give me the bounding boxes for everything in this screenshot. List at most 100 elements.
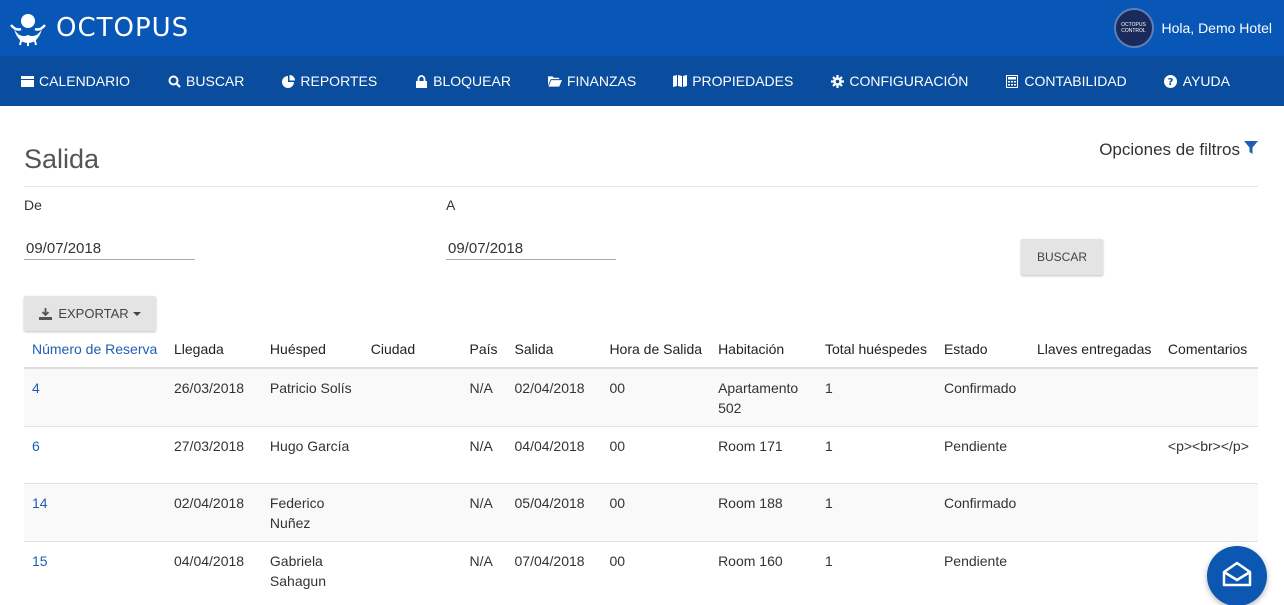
- cell-llegada: 02/04/2018: [165, 483, 262, 542]
- nav-item-calendario[interactable]: CALENDARIO: [20, 73, 130, 89]
- cell-total: 1: [816, 426, 936, 484]
- column-header-total: Total huéspedes: [816, 331, 936, 369]
- cell-huesped: Patricio Solís: [261, 367, 363, 427]
- nav-label: CONFIGURACIÓN: [849, 73, 969, 89]
- lock-icon: [414, 74, 428, 88]
- nav-item-propiedades[interactable]: PROPIEDADES: [673, 73, 793, 89]
- search-button[interactable]: BUSCAR: [1021, 239, 1103, 275]
- cell-habitacion: Room 171: [710, 426, 817, 484]
- from-date-input[interactable]: [24, 238, 195, 260]
- nav-label: CALENDARIO: [39, 73, 131, 89]
- avatar[interactable]: OCTOPUS CONTROL: [1113, 8, 1154, 48]
- title-divider: [24, 186, 1258, 187]
- cell-llaves: [1028, 367, 1160, 427]
- cell-hora: 00: [601, 367, 711, 427]
- cell-comentarios: [1159, 367, 1258, 427]
- table-row: 14 02/04/2018 Federico Nuñez N/A 05/04/2…: [24, 483, 1258, 542]
- brand-name: OCTOPUS: [56, 13, 190, 43]
- cell-pais: N/A: [461, 367, 507, 427]
- cell-huesped: Gabriela Sahagun: [261, 541, 363, 599]
- column-header-estado: Estado: [935, 331, 1029, 369]
- from-label: De: [24, 197, 42, 213]
- question-circle-icon: ?: [1164, 74, 1178, 88]
- messages-fab-button[interactable]: [1207, 546, 1267, 605]
- cell-pais: N/A: [461, 483, 507, 542]
- cell-hora: 00: [601, 541, 711, 599]
- cell-total: 1: [816, 483, 936, 542]
- nav-label: CONTABILIDAD: [1024, 73, 1127, 89]
- calendar-icon: [20, 74, 34, 88]
- nav-item-buscar[interactable]: BUSCAR: [167, 73, 244, 89]
- nav-item-contabilidad[interactable]: CONTABILIDAD: [1005, 73, 1127, 89]
- column-header-comentarios: Comentarios: [1159, 331, 1258, 369]
- reservation-link[interactable]: 6: [24, 426, 166, 484]
- cell-pais: N/A: [461, 541, 507, 599]
- cell-hora: 00: [601, 426, 711, 484]
- nav-label: BLOQUEAR: [433, 73, 511, 89]
- export-label: EXPORTAR: [58, 306, 129, 321]
- cell-salida: 02/04/2018: [506, 367, 602, 427]
- octopus-logo-icon: [8, 9, 48, 47]
- top-bar: OCTOPUS OCTOPUS CONTROL Hola, Demo Hotel: [0, 0, 1284, 56]
- column-header-reserva[interactable]: Número de Reserva: [24, 331, 166, 369]
- map-icon: [673, 74, 688, 88]
- filter-options-label: Opciones de filtros: [1099, 140, 1240, 159]
- user-greeting: Hola, Demo Hotel: [1161, 20, 1273, 36]
- nav-item-configuracion[interactable]: CONFIGURACIÓN: [830, 73, 968, 89]
- reservation-link[interactable]: 4: [24, 367, 166, 427]
- avatar-text: OCTOPUS CONTROL: [1121, 22, 1146, 34]
- nav-label: AYUDA: [1182, 73, 1230, 89]
- cell-estado: Confirmado: [935, 483, 1029, 542]
- column-header-ciudad: Ciudad: [362, 331, 462, 369]
- reservation-link[interactable]: 14: [24, 483, 166, 542]
- cell-salida: 05/04/2018: [506, 483, 602, 542]
- cell-pais: N/A: [461, 426, 507, 484]
- gear-icon: [830, 74, 844, 88]
- cell-comentarios: <p><br></p>: [1159, 426, 1258, 484]
- search-icon: [167, 74, 181, 88]
- nav-item-reportes[interactable]: REPORTES: [281, 73, 377, 89]
- cell-llaves: [1028, 541, 1160, 599]
- filter-icon: [1240, 140, 1258, 160]
- cell-salida: 04/04/2018: [506, 426, 602, 484]
- nav-label: BUSCAR: [186, 73, 245, 89]
- cell-huesped: Federico Nuñez: [261, 483, 363, 542]
- cell-comentarios: [1159, 483, 1258, 542]
- cell-llaves: [1028, 426, 1160, 484]
- cell-llegada: 04/04/2018: [165, 541, 262, 599]
- nav-item-finanzas[interactable]: FINANZAS: [547, 73, 636, 89]
- folder-open-icon: [547, 74, 562, 88]
- cell-hora: 00: [601, 483, 711, 542]
- envelope-open-icon: [1222, 561, 1252, 592]
- column-header-hora: Hora de Salida: [601, 331, 711, 369]
- cell-estado: Pendiente: [935, 426, 1029, 484]
- cell-salida: 07/04/2018: [506, 541, 602, 599]
- page-title: Salida: [24, 144, 100, 174]
- chevron-down-icon: [132, 311, 141, 316]
- cell-ciudad: [362, 483, 462, 542]
- pie-chart-icon: [281, 74, 295, 88]
- filter-options-toggle[interactable]: Opciones de filtros: [1099, 140, 1258, 160]
- cell-estado: Confirmado: [935, 367, 1029, 427]
- logo[interactable]: OCTOPUS: [8, 8, 189, 48]
- cell-total: 1: [816, 367, 936, 427]
- nav-item-bloquear[interactable]: BLOQUEAR: [414, 73, 511, 89]
- reservation-link[interactable]: 15: [24, 541, 166, 599]
- nav-label: REPORTES: [300, 73, 378, 89]
- cell-habitacion: Apartamento 502: [710, 367, 817, 427]
- nav-item-ayuda[interactable]: ? AYUDA: [1164, 73, 1230, 89]
- cell-huesped: Hugo García: [261, 426, 363, 484]
- cell-ciudad: [362, 541, 462, 599]
- column-header-pais: País: [461, 331, 507, 369]
- export-icon: [39, 307, 53, 320]
- column-header-habitacion: Habitación: [710, 331, 817, 369]
- svg-text:?: ?: [1168, 77, 1174, 88]
- column-header-llegada: Llegada: [165, 331, 262, 369]
- user-menu[interactable]: OCTOPUS CONTROL Hola, Demo Hotel: [1113, 6, 1273, 50]
- cell-habitacion: Room 188: [710, 483, 817, 542]
- column-header-salida: Salida: [506, 331, 602, 369]
- table-row: 15 04/04/2018 Gabriela Sahagun N/A 07/04…: [24, 541, 1258, 599]
- table-row: 4 26/03/2018 Patricio Solís N/A 02/04/20…: [24, 367, 1258, 427]
- export-button[interactable]: EXPORTAR: [24, 296, 156, 331]
- to-date-input[interactable]: [446, 238, 616, 260]
